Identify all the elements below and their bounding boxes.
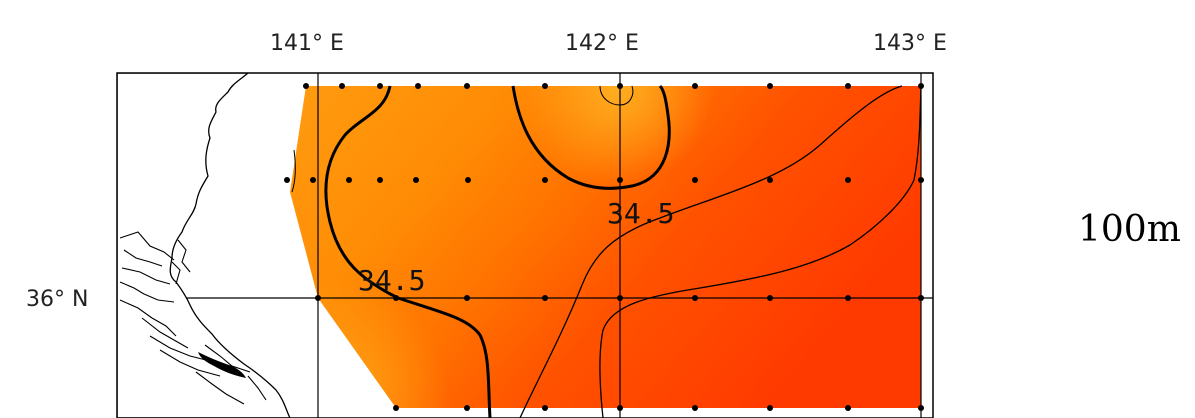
station-dot-icon [393,405,399,411]
station-dot-icon [346,177,352,183]
station-dot-icon [767,83,773,89]
contour-34-5-closed [511,84,671,190]
station-dot-icon [692,177,698,183]
station-dot-icon [692,295,698,301]
station-dot-icon [767,405,773,411]
station-dot-icon [542,295,548,301]
station-dot-icon [464,405,470,411]
contour-thin-middle [519,85,903,418]
station-dots [284,83,924,411]
contour-34-5-west [324,85,492,418]
station-dot-icon [415,83,421,89]
rivers-and-coast-detail [119,231,267,405]
longitude-label-143: 143° E [873,31,947,56]
station-dot-icon [393,295,399,301]
latitude-label-36: 36° N [26,287,88,312]
station-dot-icon [617,295,623,301]
station-dot-icon [918,177,924,183]
station-dot-icon [339,83,345,89]
station-dot-icon [918,295,924,301]
station-dot-icon [845,405,851,411]
station-dot-icon [315,295,321,301]
contour-thin-west-edge [291,149,296,193]
contour-label-west: 34.5 [358,264,425,297]
contour-label-east: 34.5 [607,197,674,230]
station-dot-icon [617,177,623,183]
station-dot-icon [845,83,851,89]
station-dot-icon [767,295,773,301]
depth-label: 100m [1078,209,1181,250]
contour-thin-east [599,85,922,418]
contour-thin-top [599,85,634,106]
station-dot-icon [692,405,698,411]
station-dot-icon [845,295,851,301]
map-frame [116,72,934,418]
longitude-label-142: 142° E [565,31,639,56]
station-dot-icon [617,405,623,411]
longitude-label-141: 141° E [270,31,344,56]
station-dot-icon [303,83,309,89]
station-dot-icon [845,177,851,183]
station-dot-icon [767,177,773,183]
station-dot-icon [310,177,316,183]
station-dot-icon [918,83,924,89]
station-dot-icon [464,295,470,301]
station-dot-icon [542,405,548,411]
land-mass [117,73,291,418]
station-dot-icon [542,83,548,89]
station-dot-icon [542,177,548,183]
station-dot-icon [377,177,383,183]
map-frame-content [117,73,933,418]
station-dot-icon [284,177,290,183]
salinity-field-southwest [290,86,921,408]
station-dot-icon [464,83,470,89]
station-dot-icon [617,83,623,89]
station-dot-icon [692,83,698,89]
station-dot-icon [465,177,471,183]
estuary [198,352,246,378]
graticule [117,73,933,418]
station-dot-icon [413,177,419,183]
station-dot-icon [918,405,924,411]
station-dot-icon [377,83,383,89]
